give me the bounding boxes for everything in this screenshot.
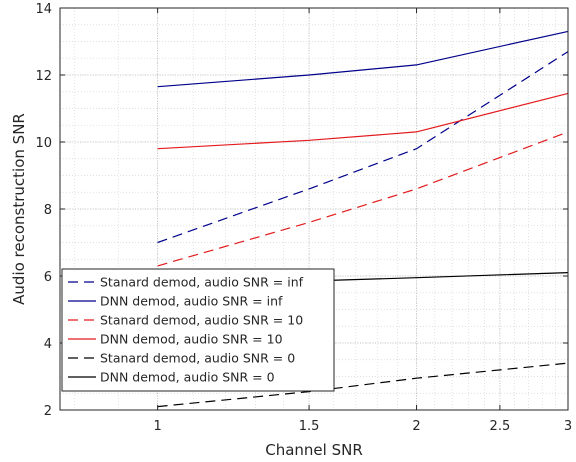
- x-tick-label: 1.5: [299, 419, 320, 434]
- series-line-2: [157, 30, 569, 88]
- tick-labels: 1 1.5 2 2.5 3 2 4 6 8 10 12 14: [35, 2, 572, 434]
- y-tick-label: 4: [44, 337, 52, 352]
- legend-label: Stanard demod, audio SNR = 0: [100, 351, 295, 366]
- series-line-4: [157, 92, 569, 150]
- y-tick-label: 12: [35, 69, 52, 84]
- series-line-5: [157, 362, 569, 408]
- series-line-3: [157, 131, 569, 267]
- y-tick-label: 10: [35, 136, 52, 151]
- legend-label: DNN demod, audio SNR = 0: [100, 370, 275, 385]
- y-tick-label: 2: [44, 404, 52, 419]
- x-tick-label: 2: [412, 419, 420, 434]
- legend-box: [61, 268, 335, 392]
- y-tick-label: 6: [44, 270, 52, 285]
- legend-label: DNN demod, audio SNR = inf: [100, 294, 283, 309]
- x-tick-label: 2.5: [490, 419, 511, 434]
- y-tick-label: 14: [35, 2, 52, 17]
- ticks: [60, 7, 569, 411]
- legend-label: Stanard demod, audio SNR = 10: [100, 313, 303, 328]
- series-line-1: [157, 51, 569, 244]
- x-axis-label: Channel SNR: [265, 441, 363, 459]
- legend: Stanard demod, audio SNR = inf DNN demod,…: [61, 268, 335, 392]
- legend-label: DNN demod, audio SNR = 10: [100, 332, 283, 347]
- legend-label: Stanard demod, audio SNR = inf: [100, 275, 304, 290]
- x-tick-label: 3: [564, 419, 572, 434]
- y-tick-label: 8: [44, 203, 52, 218]
- y-axis-label: Audio reconstruction SNR: [10, 113, 28, 305]
- x-tick-label: 1: [153, 419, 161, 434]
